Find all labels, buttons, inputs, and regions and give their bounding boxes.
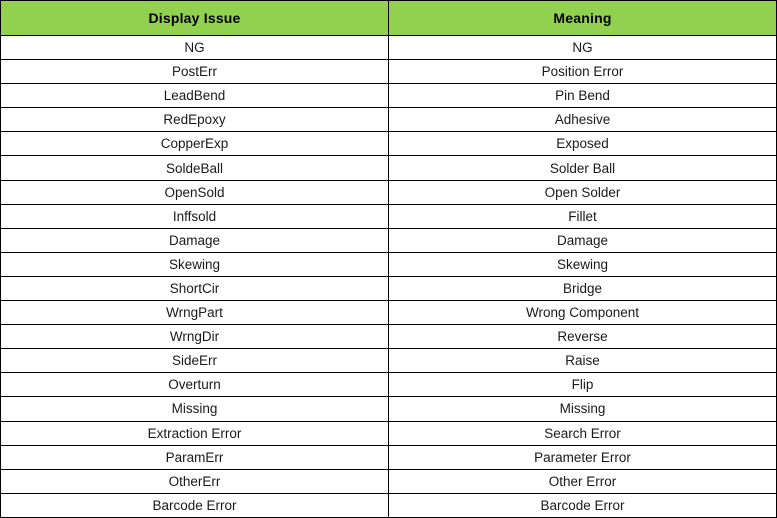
- display-issue-cell: Extraction Error: [0, 420, 389, 446]
- table-row: Extraction Error Search Error: [0, 420, 777, 446]
- display-issue-cell: Missing: [0, 396, 389, 422]
- meaning-cell: Flip: [388, 372, 777, 398]
- display-issue-cell: Skewing: [0, 251, 389, 277]
- display-issue-cell: NG: [0, 34, 389, 61]
- table-row: SideErr Raise: [0, 348, 777, 374]
- table-row: ShortCir Bridge: [0, 275, 777, 302]
- meaning-cell: Fillet: [388, 203, 777, 229]
- table-row: Skewing Skewing: [0, 251, 777, 277]
- display-issue-cell: OpenSold: [0, 179, 389, 205]
- meaning-cell: Parameter Error: [388, 444, 777, 470]
- meaning-cell: Skewing: [388, 251, 777, 277]
- display-issue-cell: Damage: [0, 227, 389, 253]
- table-row: ParamErr Parameter Error: [0, 444, 777, 470]
- display-issue-cell: ShortCir: [0, 275, 389, 302]
- meaning-cell: Other Error: [388, 468, 777, 494]
- display-issue-cell: ParamErr: [0, 444, 389, 470]
- meaning-cell: Missing: [388, 396, 777, 422]
- table-row: Missing Missing: [0, 396, 777, 422]
- meaning-cell: Open Solder: [388, 179, 777, 205]
- display-issue-cell: WrngDir: [0, 324, 389, 350]
- table-row: WrngPart Wrong Component: [0, 300, 777, 326]
- table-row: OtherErr Other Error: [0, 468, 777, 494]
- table-row: Overturn Flip: [0, 372, 777, 398]
- table-row: WrngDir Reverse: [0, 324, 777, 350]
- table-row: RedEpoxy Adhesive: [0, 107, 777, 133]
- column-header-meaning: Meaning: [388, 0, 777, 36]
- meaning-cell: Search Error: [388, 420, 777, 446]
- table-row: OpenSold Open Solder: [0, 179, 777, 205]
- display-issue-cell: WrngPart: [0, 300, 389, 326]
- meaning-cell: Solder Ball: [388, 155, 777, 181]
- meaning-cell: Bridge: [388, 275, 777, 302]
- meaning-cell: Exposed: [388, 131, 777, 157]
- meaning-cell: Reverse: [388, 324, 777, 350]
- meaning-cell: Position Error: [388, 59, 777, 85]
- meaning-cell: Damage: [388, 227, 777, 253]
- display-issue-cell: Overturn: [0, 372, 389, 398]
- display-issue-cell: OtherErr: [0, 468, 389, 494]
- meaning-cell: Wrong Component: [388, 300, 777, 326]
- display-issue-cell: RedEpoxy: [0, 107, 389, 133]
- display-issue-cell: PostErr: [0, 59, 389, 85]
- column-header-display-issue: Display Issue: [0, 0, 389, 36]
- meaning-cell: Barcode Error: [388, 492, 777, 518]
- table-row: Inffsold Fillet: [0, 203, 777, 229]
- display-issue-cell: LeadBend: [0, 83, 389, 109]
- display-issue-cell: Barcode Error: [0, 492, 389, 518]
- display-issue-cell: Inffsold: [0, 203, 389, 229]
- table-row: Barcode Error Barcode Error: [0, 492, 777, 518]
- table-row: Damage Damage: [0, 227, 777, 253]
- meaning-cell: Pin Bend: [388, 83, 777, 109]
- meaning-cell: Adhesive: [388, 107, 777, 133]
- table-row: PostErr Position Error: [0, 59, 777, 85]
- table-row: NG NG: [0, 34, 777, 61]
- table-row: CopperExp Exposed: [0, 131, 777, 157]
- display-issue-cell: SoldeBall: [0, 155, 389, 181]
- display-issue-cell: CopperExp: [0, 131, 389, 157]
- meaning-cell: Raise: [388, 348, 777, 374]
- table-row: SoldeBall Solder Ball: [0, 155, 777, 181]
- table-row: LeadBend Pin Bend: [0, 83, 777, 109]
- table-header-row: Display Issue Meaning: [0, 0, 777, 36]
- display-issue-cell: SideErr: [0, 348, 389, 374]
- meaning-cell: NG: [388, 34, 777, 61]
